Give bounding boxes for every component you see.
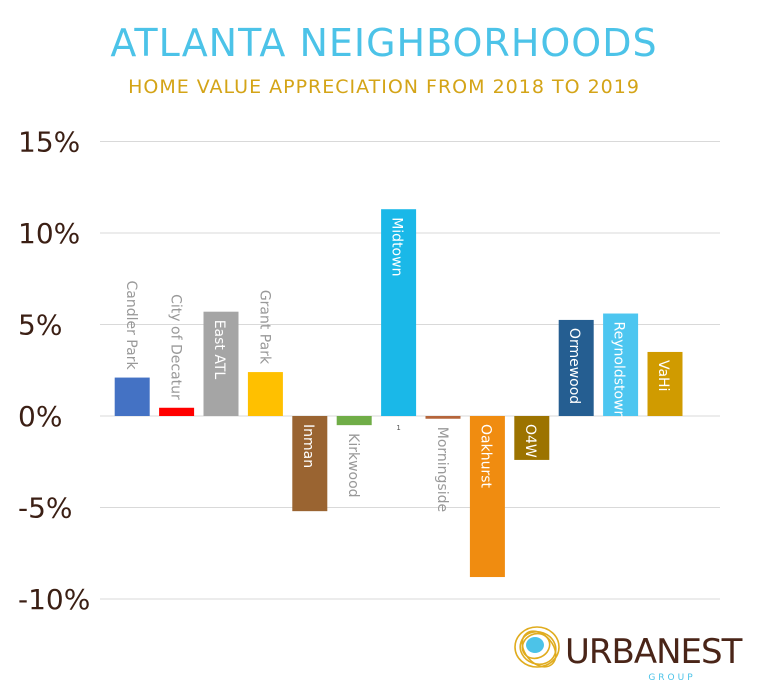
bar [603, 313, 639, 416]
bar [203, 311, 239, 416]
bar [647, 351, 683, 416]
bar [558, 319, 594, 416]
chart-subtitle: HOME VALUE APPRECIATION FROM 2018 TO 201… [128, 76, 640, 98]
nest-swirl-icon [514, 626, 560, 668]
y-tick-label: -10% [18, 583, 90, 616]
y-tick-label: 0% [18, 400, 62, 433]
y-axis-ticks: 15% 10% 5% 0% -5% -10% [18, 126, 90, 617]
bar [159, 407, 195, 416]
bar-label: Candler Park [123, 280, 139, 370]
bar-label: Reynoldstown [611, 322, 627, 420]
nest-egg-icon [526, 637, 544, 653]
bar-label: Inman [300, 424, 316, 468]
bar [292, 416, 328, 512]
chart-title: ATLANTA NEIGHBORHOODS [110, 21, 657, 65]
bar-label: VaHi [655, 360, 671, 392]
logo-subtext: GROUP [648, 673, 695, 683]
bar [247, 372, 283, 416]
bar-label: Kirkwood [345, 433, 361, 497]
urbanest-logo: URBANEST GROUP [514, 626, 744, 683]
bar-labels: Candler Park City of Decatur East ATL Grant… [123, 217, 671, 512]
bar-label: Morningside [434, 427, 450, 512]
bar-label: City of Decatur [168, 294, 184, 400]
bar-label: Grant Park [256, 290, 272, 365]
y-tick-label: -5% [18, 492, 73, 525]
logo-text: URBANEST [565, 632, 743, 672]
bar [381, 209, 417, 416]
bar-label: Midtown [389, 217, 405, 276]
bar [514, 416, 550, 460]
bar [425, 416, 461, 419]
bars [114, 209, 683, 578]
bar-label: East ATL [211, 320, 227, 380]
bar [336, 416, 372, 426]
annotation: 1 [396, 424, 400, 432]
bar [114, 377, 150, 416]
bar-label: Oakhurst [477, 424, 493, 489]
bar [469, 416, 505, 578]
bar-label: Ormewood [566, 328, 582, 404]
annotations: 1 [396, 424, 400, 432]
y-tick-label: 15% [18, 126, 80, 159]
bar-label: O4W [522, 424, 538, 458]
y-tick-label: 5% [18, 309, 62, 342]
y-tick-label: 10% [18, 217, 80, 250]
